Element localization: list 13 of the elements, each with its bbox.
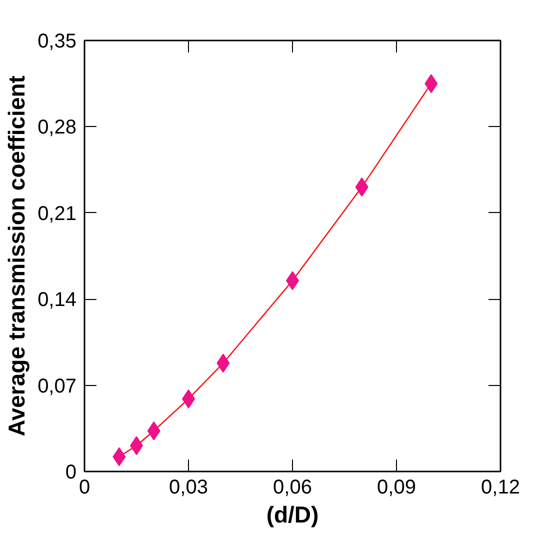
y-tick-label: 0,21	[38, 202, 77, 225]
y-axis-title: Average transmission coefficient	[4, 75, 30, 436]
y-tick-label: 0	[65, 462, 76, 484]
x-tick-label: 0,12	[481, 476, 520, 498]
y-tick-label: 0,14	[38, 289, 77, 312]
x-tick-label: 0,09	[377, 476, 416, 498]
y-tick-label: 0,28	[38, 116, 77, 139]
x-tick-label: 0,03	[169, 476, 208, 498]
y-tick-label: 0,07	[38, 375, 77, 398]
y-tick-label: 0,35	[38, 30, 77, 52]
x-axis-title: (d/D)	[266, 502, 319, 528]
x-tick-label: 0,06	[273, 476, 312, 498]
x-tick-label: 0	[78, 476, 90, 498]
